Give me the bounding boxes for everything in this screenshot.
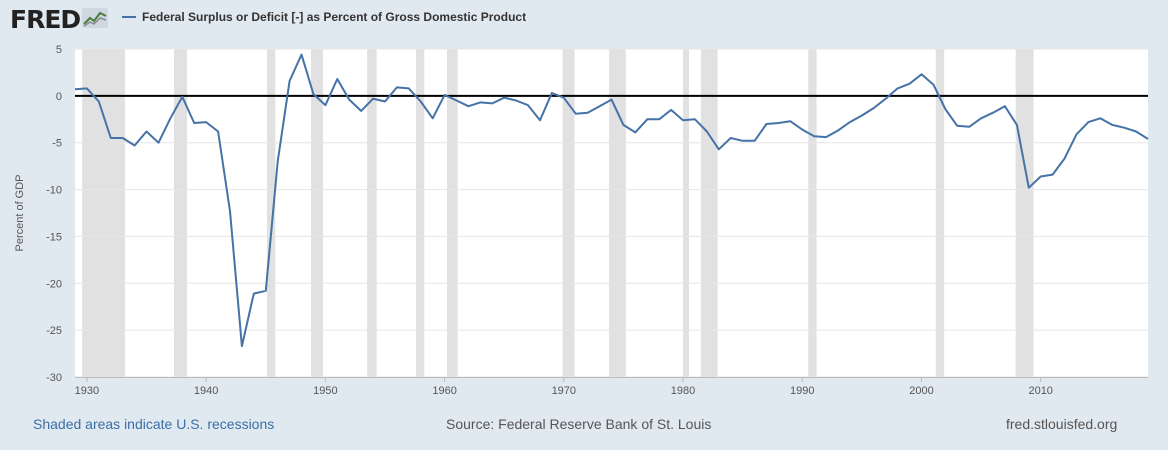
fred-url-link[interactable]: fred.stlouisfed.org xyxy=(1006,416,1118,432)
recession-band xyxy=(367,49,377,377)
series-line xyxy=(74,53,1149,348)
y-tick-label: -20 xyxy=(46,278,62,290)
recession-band xyxy=(311,49,323,377)
recession-band xyxy=(415,49,425,377)
recession-band xyxy=(82,49,126,377)
chart-title: Federal Surplus or Deficit [-] as Percen… xyxy=(142,10,527,24)
line-chart: 5 0 -5 -10 -15 -20 -25 -30 1930 1940 1950 1960 1970 1… xyxy=(14,44,1149,397)
x-tick-label: 1980 xyxy=(671,385,695,397)
fred-logo-text: FRED xyxy=(10,5,81,34)
source-note: Source: Federal Reserve Bank of St. Loui… xyxy=(446,416,712,432)
line-chart-icon xyxy=(82,7,109,33)
recession-band xyxy=(173,49,188,377)
y-tick-label: -25 xyxy=(46,325,62,337)
recession-band xyxy=(808,49,817,377)
recession-band xyxy=(683,49,689,377)
y-tick-label: -30 xyxy=(46,372,62,384)
recession-band xyxy=(562,49,575,377)
y-tick-label: -10 xyxy=(46,185,62,197)
x-tick-label: 2010 xyxy=(1028,385,1052,397)
recession-band xyxy=(1015,49,1034,377)
x-tick-label: 2000 xyxy=(909,385,933,397)
recession-band xyxy=(609,49,626,377)
y-tick-label: -15 xyxy=(46,231,62,243)
x-tick-label: 1990 xyxy=(790,385,814,397)
x-tick-label: 1930 xyxy=(75,385,99,397)
legend-swatch xyxy=(122,16,136,18)
recession-band xyxy=(446,49,458,377)
x-tick-label: 1960 xyxy=(432,385,456,397)
recession-band xyxy=(700,49,718,377)
x-tick-label: 1940 xyxy=(194,385,218,397)
x-tick-label: 1970 xyxy=(552,385,576,397)
y-tick-label: 0 xyxy=(56,91,62,103)
y-axis-label: Percent of GDP xyxy=(14,174,26,251)
recession-band xyxy=(266,49,276,377)
recession-band xyxy=(935,49,945,377)
y-tick-label: -5 xyxy=(52,138,62,150)
recession-note-link[interactable]: Shaded areas indicate U.S. recessions xyxy=(33,416,275,432)
chart-legend: Federal Surplus or Deficit [-] as Percen… xyxy=(122,10,526,24)
y-tick-label: 5 xyxy=(56,44,62,56)
fred-logo[interactable]: FRED xyxy=(10,5,109,34)
x-tick-label: 1950 xyxy=(313,385,337,397)
